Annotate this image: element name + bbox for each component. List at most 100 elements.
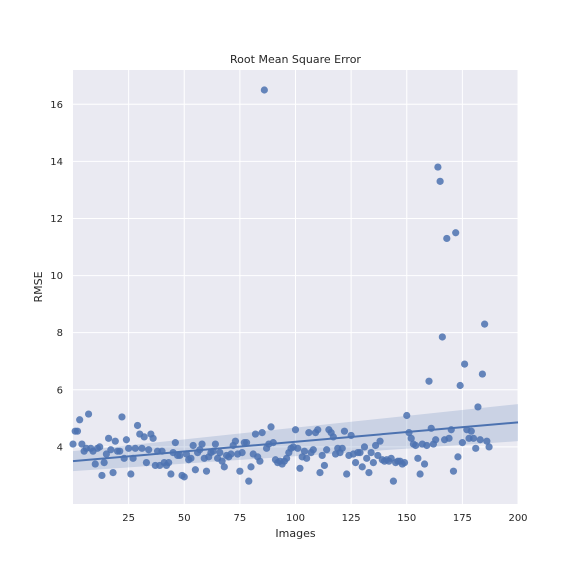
data-point (102, 450, 110, 458)
data-point (73, 427, 82, 435)
x-tick-label: 200 (508, 513, 527, 524)
data-point (191, 466, 199, 474)
data-point (84, 410, 93, 418)
data-point (443, 234, 451, 243)
data-point (227, 450, 235, 458)
data-point (303, 454, 311, 462)
data-point (125, 444, 133, 452)
data-point (485, 443, 493, 451)
data-point (111, 437, 119, 445)
data-point (452, 229, 460, 237)
data-point (323, 446, 331, 454)
data-point (438, 333, 446, 341)
data-point (363, 454, 371, 462)
data-point (245, 477, 253, 485)
data-point (211, 440, 219, 448)
data-point (458, 439, 466, 447)
data-point (78, 440, 86, 448)
data-point (423, 441, 431, 450)
x-tick-labels: 25 50 75 100 125 150 175 200 (122, 513, 527, 524)
data-point (118, 413, 126, 421)
data-point (202, 467, 211, 475)
data-point (236, 467, 244, 475)
data-point (356, 449, 364, 457)
data-point (291, 426, 300, 434)
data-point (96, 443, 104, 451)
data-point (456, 381, 464, 390)
data-point (414, 454, 422, 462)
data-point (267, 423, 275, 431)
y-axis-label: RMSE (32, 271, 45, 302)
data-point (176, 451, 184, 460)
data-point (403, 411, 411, 420)
data-point (142, 458, 151, 467)
data-point (238, 449, 246, 457)
y-tick-label: 12 (50, 214, 63, 225)
data-point (180, 473, 188, 481)
y-tick-label: 16 (50, 100, 63, 111)
data-point (100, 458, 108, 467)
x-tick-label: 100 (286, 513, 305, 524)
data-point (316, 468, 324, 477)
data-point (305, 429, 313, 437)
data-point (296, 464, 304, 472)
data-point (376, 437, 384, 445)
data-point (220, 463, 228, 471)
data-point (367, 449, 375, 457)
data-point (436, 177, 444, 185)
data-point (171, 439, 179, 447)
data-point (314, 426, 322, 434)
data-point (242, 439, 251, 447)
data-point (198, 440, 206, 448)
y-tick-label: 8 (57, 328, 63, 339)
data-point (189, 441, 197, 450)
data-point (122, 436, 130, 444)
data-point (449, 467, 458, 475)
y-tick-labels: 4 6 8 10 12 14 16 (50, 100, 63, 454)
data-point (445, 434, 453, 442)
data-point (389, 477, 397, 485)
data-point (469, 434, 478, 442)
data-point (387, 454, 395, 462)
data-point (400, 458, 409, 467)
data-point (351, 458, 360, 467)
data-point (91, 460, 99, 468)
data-point (481, 320, 489, 328)
data-point (69, 440, 77, 448)
data-point (483, 437, 491, 445)
data-point (231, 437, 240, 445)
x-axis-label: Images (275, 527, 315, 540)
data-point (478, 370, 486, 378)
data-point (338, 444, 346, 452)
data-point (76, 416, 84, 424)
data-point (432, 436, 440, 444)
regression-line (72, 421, 519, 463)
data-point (374, 451, 382, 460)
data-point (149, 434, 157, 442)
data-point (300, 447, 308, 455)
data-point (358, 463, 366, 471)
data-point (167, 470, 175, 478)
data-point (116, 447, 124, 455)
data-point (187, 454, 195, 462)
data-point (476, 436, 484, 444)
data-point (145, 446, 153, 454)
data-point (107, 446, 115, 454)
data-point (283, 454, 291, 462)
data-point (138, 444, 146, 452)
data-point (369, 458, 377, 467)
data-point (412, 441, 420, 450)
data-point (425, 377, 433, 385)
data-point (109, 468, 117, 477)
data-point (372, 441, 380, 450)
data-point (472, 444, 480, 452)
data-point (105, 434, 113, 442)
data-point (127, 470, 135, 478)
data-points (69, 86, 493, 485)
x-tick-label: 175 (453, 513, 472, 524)
data-point (247, 463, 255, 471)
data-point (340, 427, 349, 435)
data-point (98, 471, 106, 480)
data-point (467, 427, 475, 435)
data-point (216, 449, 224, 457)
